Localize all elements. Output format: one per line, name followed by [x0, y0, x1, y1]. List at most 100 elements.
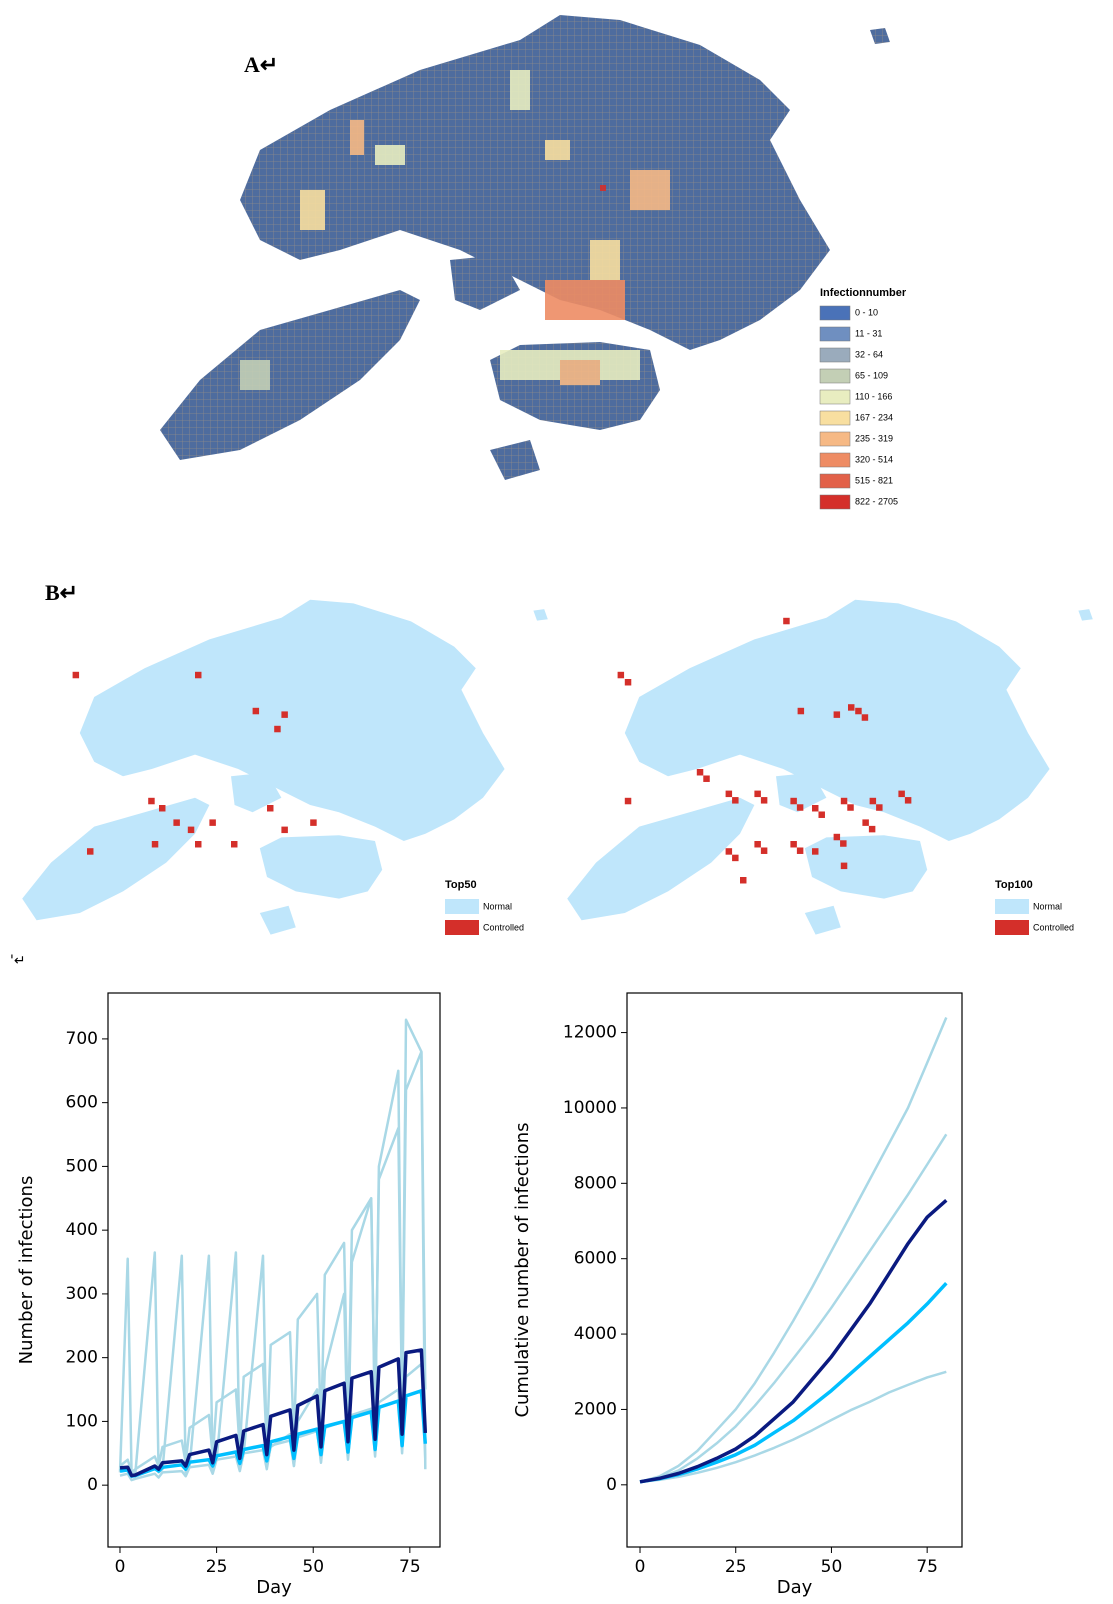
controlled-cell	[812, 805, 818, 811]
controlled-cell	[834, 711, 840, 717]
controlled-cell	[148, 798, 154, 804]
legend-label: Normal	[483, 901, 512, 911]
controlled-cell	[848, 704, 854, 710]
legend-label: 235 - 319	[855, 433, 893, 443]
legend-label: 822 - 2705	[855, 496, 898, 506]
controlled-cell	[274, 726, 280, 732]
controlled-cell	[812, 848, 818, 854]
controlled-cell	[869, 826, 875, 832]
series-line	[640, 1018, 946, 1482]
legend-swatch	[820, 453, 850, 467]
y-tick-label: 4000	[574, 1324, 617, 1344]
legend-swatch	[820, 306, 850, 320]
legend: Top50NormalControlledTop100NormalControl…	[445, 879, 1074, 935]
controlled-cell	[732, 855, 738, 861]
y-tick-label: 100	[66, 1411, 98, 1431]
legend-swatch	[820, 390, 850, 404]
controlled-cell	[73, 672, 79, 678]
controlled-cell	[847, 804, 853, 810]
legend-swatch	[820, 369, 850, 383]
controlled-cell	[740, 877, 746, 883]
y-tick-label: 400	[66, 1220, 98, 1240]
y-tick-label: 0	[87, 1475, 98, 1495]
legend-label: 32 - 64	[855, 349, 883, 359]
x-tick-label: 0	[635, 1557, 646, 1577]
legend-swatch	[445, 899, 479, 914]
y-tick-label: 2000	[574, 1399, 617, 1419]
legend-label: 11 - 31	[855, 328, 882, 338]
y-tick-label: 0	[606, 1475, 617, 1495]
x-tick-label: 50	[302, 1557, 324, 1577]
controlled-cell	[159, 805, 165, 811]
controlled-cell	[726, 791, 732, 797]
x-tick-label: 50	[821, 1557, 843, 1577]
controlled-cell	[841, 863, 847, 869]
legend-label: 167 - 234	[855, 412, 893, 422]
controlled-cell	[818, 811, 824, 817]
plot-frame	[627, 993, 962, 1547]
controlled-cell	[855, 708, 861, 714]
panel-label: A↵	[244, 52, 278, 77]
legend-swatch	[820, 411, 850, 425]
y-tick-label: 12000	[563, 1023, 617, 1043]
controlled-cell	[862, 819, 868, 825]
y-axis-label: Cumulative number of infections	[512, 1122, 533, 1417]
y-tick-label: 300	[66, 1284, 98, 1304]
mark: '↵	[10, 953, 26, 969]
legend-swatch	[820, 348, 850, 362]
controlled-cell	[87, 848, 93, 854]
y-tick-label: 8000	[574, 1173, 617, 1193]
controlled-cell	[876, 804, 882, 810]
legend-title: Infectionnumber	[820, 287, 907, 299]
legend-label: 0 - 10	[855, 307, 878, 317]
legend: Infectionnumber 0 - 10 11 - 31 32 - 64 65 - …	[820, 287, 907, 509]
controlled-cell	[797, 847, 803, 853]
x-axis-label: Day	[256, 1577, 292, 1598]
legend-label: 110 - 166	[855, 391, 892, 401]
controlled-cell	[267, 805, 273, 811]
controlled-cell	[898, 791, 904, 797]
legend-swatch	[820, 495, 850, 509]
y-tick-label: 6000	[574, 1249, 617, 1269]
controlled-cell	[697, 769, 703, 775]
controlled-cell	[905, 797, 911, 803]
controlled-cell	[195, 841, 201, 847]
x-tick-label: 25	[206, 1557, 228, 1577]
legend-swatch	[995, 920, 1029, 935]
figure: A↵ Infectionnumber 0 - 10 11 - 31 32 - 64 65…	[0, 0, 1113, 1604]
legend-label: Normal	[1033, 901, 1062, 911]
series-line	[640, 1134, 946, 1482]
legend-swatch	[820, 327, 850, 341]
controlled-cell	[188, 827, 194, 833]
legend-swatch	[820, 474, 850, 488]
controlled-cell	[870, 798, 876, 804]
controlled-cell	[834, 834, 840, 840]
controlled-cell	[173, 819, 179, 825]
x-axis-label: Day	[777, 1577, 813, 1598]
y-tick-label: 200	[66, 1348, 98, 1368]
y-tick-label: 10000	[563, 1098, 617, 1118]
x-tick-label: 25	[725, 1557, 747, 1577]
legend-label: Controlled	[1033, 922, 1074, 932]
legend-label: Controlled	[483, 922, 524, 932]
controlled-cell	[790, 798, 796, 804]
y-tick-label: 500	[66, 1156, 98, 1176]
controlled-cell	[310, 819, 316, 825]
legend-label: 320 - 514	[855, 454, 893, 464]
legend-swatch	[445, 920, 479, 935]
controlled-cell	[798, 708, 804, 714]
controlled-cell	[797, 804, 803, 810]
controlled-cell	[754, 791, 760, 797]
controlled-cell	[618, 672, 624, 678]
controlled-cell	[761, 847, 767, 853]
controlled-cell	[840, 840, 846, 846]
y-axis-label: Number of infections	[16, 1176, 37, 1365]
legend-label: 65 - 109	[855, 370, 888, 380]
legend-label: 515 - 821	[855, 475, 893, 485]
controlled-cell	[841, 798, 847, 804]
controlled-cell	[231, 841, 237, 847]
controlled-cell	[625, 798, 631, 804]
y-tick-label: 600	[66, 1093, 98, 1113]
controlled-cell	[790, 841, 796, 847]
